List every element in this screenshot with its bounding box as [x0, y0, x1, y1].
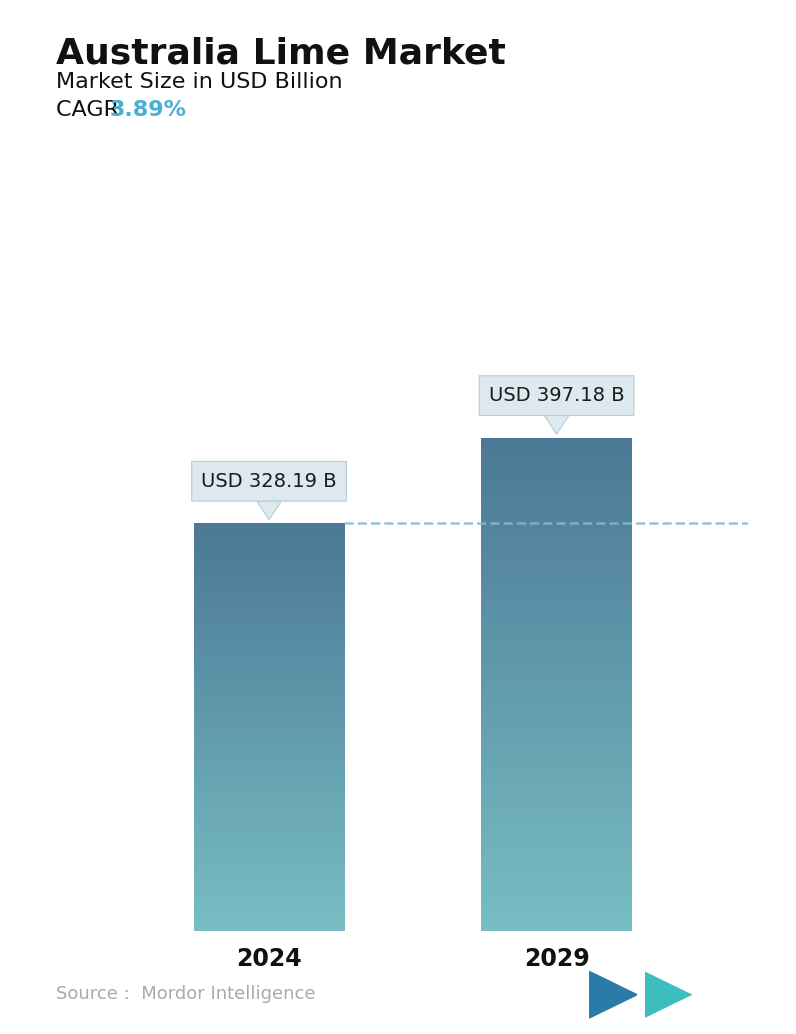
Polygon shape: [257, 501, 281, 520]
Text: Australia Lime Market: Australia Lime Market: [56, 36, 505, 70]
Text: CAGR: CAGR: [56, 100, 133, 120]
FancyBboxPatch shape: [192, 461, 346, 501]
Text: USD 397.18 B: USD 397.18 B: [489, 386, 624, 405]
Text: 3.89%: 3.89%: [110, 100, 187, 120]
Text: Source :  Mordor Intelligence: Source : Mordor Intelligence: [56, 985, 315, 1003]
Text: Market Size in USD Billion: Market Size in USD Billion: [56, 72, 342, 92]
FancyBboxPatch shape: [479, 375, 634, 416]
Text: USD 328.19 B: USD 328.19 B: [201, 472, 337, 491]
Polygon shape: [643, 971, 693, 1018]
Polygon shape: [589, 971, 638, 1018]
Polygon shape: [544, 416, 569, 434]
Polygon shape: [637, 971, 645, 1018]
